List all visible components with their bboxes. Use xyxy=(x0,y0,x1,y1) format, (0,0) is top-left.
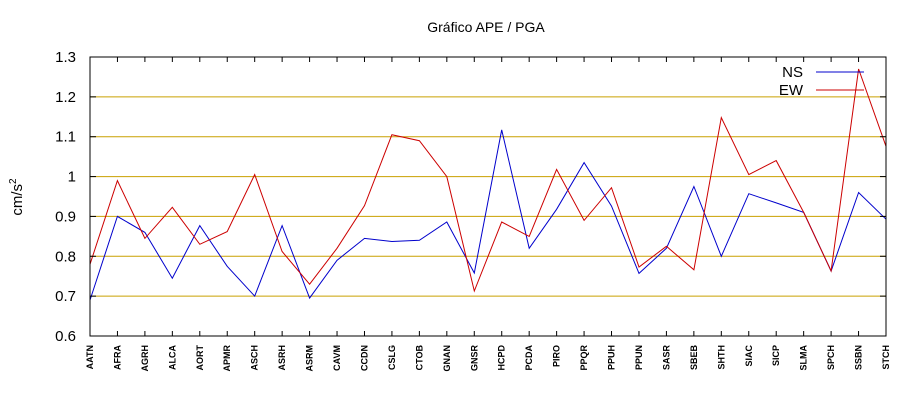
x-tick-label: APMR xyxy=(222,345,232,372)
x-tick-label: SPCH xyxy=(826,345,836,370)
x-tick-label: HCPD xyxy=(497,345,507,371)
y-axis-label-exponent: 2 xyxy=(8,178,19,184)
x-tick-label: AORT xyxy=(195,345,205,371)
x-tick-label: SICP xyxy=(771,345,781,366)
x-tick-label: ALCA xyxy=(167,345,177,370)
x-tick-label: SHTH xyxy=(716,345,726,370)
legend-label: EW xyxy=(779,82,804,99)
x-tick-label: PIRO xyxy=(552,345,562,367)
y-tick-label: 0.7 xyxy=(55,288,76,305)
x-tick-label: ASRH xyxy=(277,345,287,371)
y-tick-label: 1.1 xyxy=(55,129,76,146)
x-tick-label: SLMA xyxy=(799,345,809,371)
grid-layer xyxy=(90,96,886,297)
x-tick-label: PCDA xyxy=(524,345,534,371)
y-tick-label: 0.6 xyxy=(55,328,76,345)
x-tick-label: CAVM xyxy=(332,345,342,371)
x-tick-label: GNAN xyxy=(442,345,452,372)
x-tick-label: STCH xyxy=(881,345,891,370)
y-axis-label: cm/s2 xyxy=(8,178,26,216)
y-tick-layer: 0.6 0.7 0.8 0.9 1 1.1 1.2 1.3 xyxy=(55,49,886,345)
x-tick-label: PPQR xyxy=(579,345,589,371)
x-tick-label: ASCH xyxy=(250,345,260,371)
y-tick-label: 0.9 xyxy=(55,208,76,225)
y-tick-label: 1.3 xyxy=(55,49,76,66)
series-line-ns xyxy=(89,129,887,301)
y-axis-label-unit: cm/s xyxy=(9,184,26,216)
x-tick-label: AFRA xyxy=(112,345,122,370)
legend-label: NS xyxy=(782,64,803,81)
x-tick-label: CCDN xyxy=(359,345,369,371)
x-tick-label: AGRH xyxy=(140,345,150,372)
series-layer xyxy=(89,68,887,301)
x-tick-layer: AATN AFRA AGRH ALCA AORT APMR ASCH ASRH ASRM CAVM… xyxy=(85,57,891,372)
x-tick-label: AATN xyxy=(85,345,95,369)
x-tick-label: SIAC xyxy=(744,345,754,367)
y-tick-label: 1.2 xyxy=(55,89,76,106)
chart-title: Gráfico APE / PGA xyxy=(427,19,545,35)
series-line-ew xyxy=(89,68,887,293)
x-tick-label: CTOB xyxy=(414,345,424,371)
x-tick-label: SASR xyxy=(661,345,671,371)
x-tick-label: PPUH xyxy=(607,345,617,370)
plot-frame xyxy=(89,56,887,337)
y-tick-label: 1 xyxy=(68,169,76,186)
x-tick-label: CSLG xyxy=(387,345,397,370)
x-tick-label: GNSR xyxy=(469,345,479,372)
x-tick-label: ASRM xyxy=(305,345,315,372)
y-tick-label: 0.8 xyxy=(55,248,76,265)
x-tick-label: SBEB xyxy=(689,345,699,371)
x-tick-label: SSBN xyxy=(854,345,864,370)
x-tick-label: PPUN xyxy=(634,345,644,370)
